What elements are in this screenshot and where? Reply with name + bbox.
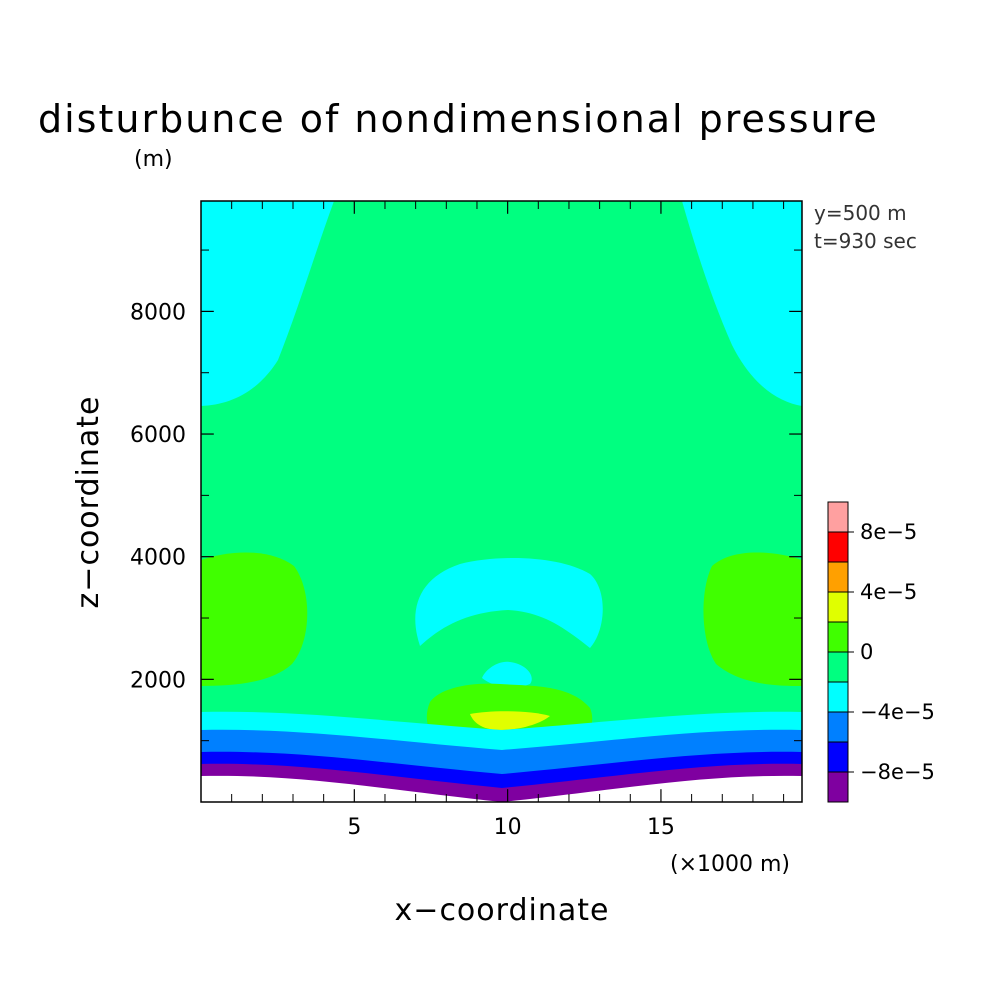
region-yellow-core (470, 711, 550, 730)
colorbar-segment (827, 741, 849, 773)
y-tick-label: 8000 (130, 300, 186, 325)
contour-field (201, 201, 802, 802)
colorbar-segment (827, 711, 849, 743)
colorbar-tick-label: −4e−5 (860, 700, 935, 724)
colorbar-segment (827, 681, 849, 713)
colorbar: −8e−5 −4e−5 0 4e−5 8e−5 (827, 501, 935, 803)
x-tick-label: 5 (347, 815, 361, 840)
colorbar-segment (827, 771, 849, 803)
info-y-position: y=500 m (814, 201, 907, 225)
axis-ticks: 5 10 15 2000 4000 6000 8000 (130, 201, 802, 840)
terrain-ground (201, 775, 802, 802)
chart-title: disturbunce of nondimensional pressure (38, 97, 879, 141)
colorbar-segment (827, 621, 849, 653)
z-unit-label: (m) (134, 147, 173, 172)
colorbar-segment (827, 531, 849, 563)
y-tick-label: 6000 (130, 423, 186, 448)
y-axis-label: z−coordinate (71, 396, 106, 609)
colorbar-segment (827, 501, 849, 533)
region-lightgreen-left (201, 552, 308, 686)
region-cyan-upper-right (682, 201, 802, 406)
x-tick-label: 15 (647, 815, 675, 840)
colorbar-segment (827, 561, 849, 593)
x-tick-label: 10 (494, 815, 522, 840)
region-lightgreen-right (703, 552, 802, 686)
plot-frame (200, 200, 803, 803)
region-cyan-arc (415, 558, 603, 648)
colorbar-tick-label: 0 (860, 640, 873, 664)
colorbar-tick-label: 8e−5 (860, 520, 917, 544)
y-tick-label: 4000 (130, 546, 186, 571)
region-cyan-blob (482, 661, 532, 688)
colorbar-segment (827, 591, 849, 623)
x-unit-label: (×1000 m) (670, 852, 790, 877)
x-axis-label: x−coordinate (395, 893, 610, 928)
info-time: t=930 sec (814, 229, 917, 253)
colorbar-tick-label: 4e−5 (860, 580, 917, 604)
colorbar-tick-label: −8e−5 (860, 760, 935, 784)
colorbar-segment (827, 651, 849, 683)
y-tick-label: 2000 (130, 668, 186, 693)
region-cyan-upper-left (201, 201, 334, 406)
